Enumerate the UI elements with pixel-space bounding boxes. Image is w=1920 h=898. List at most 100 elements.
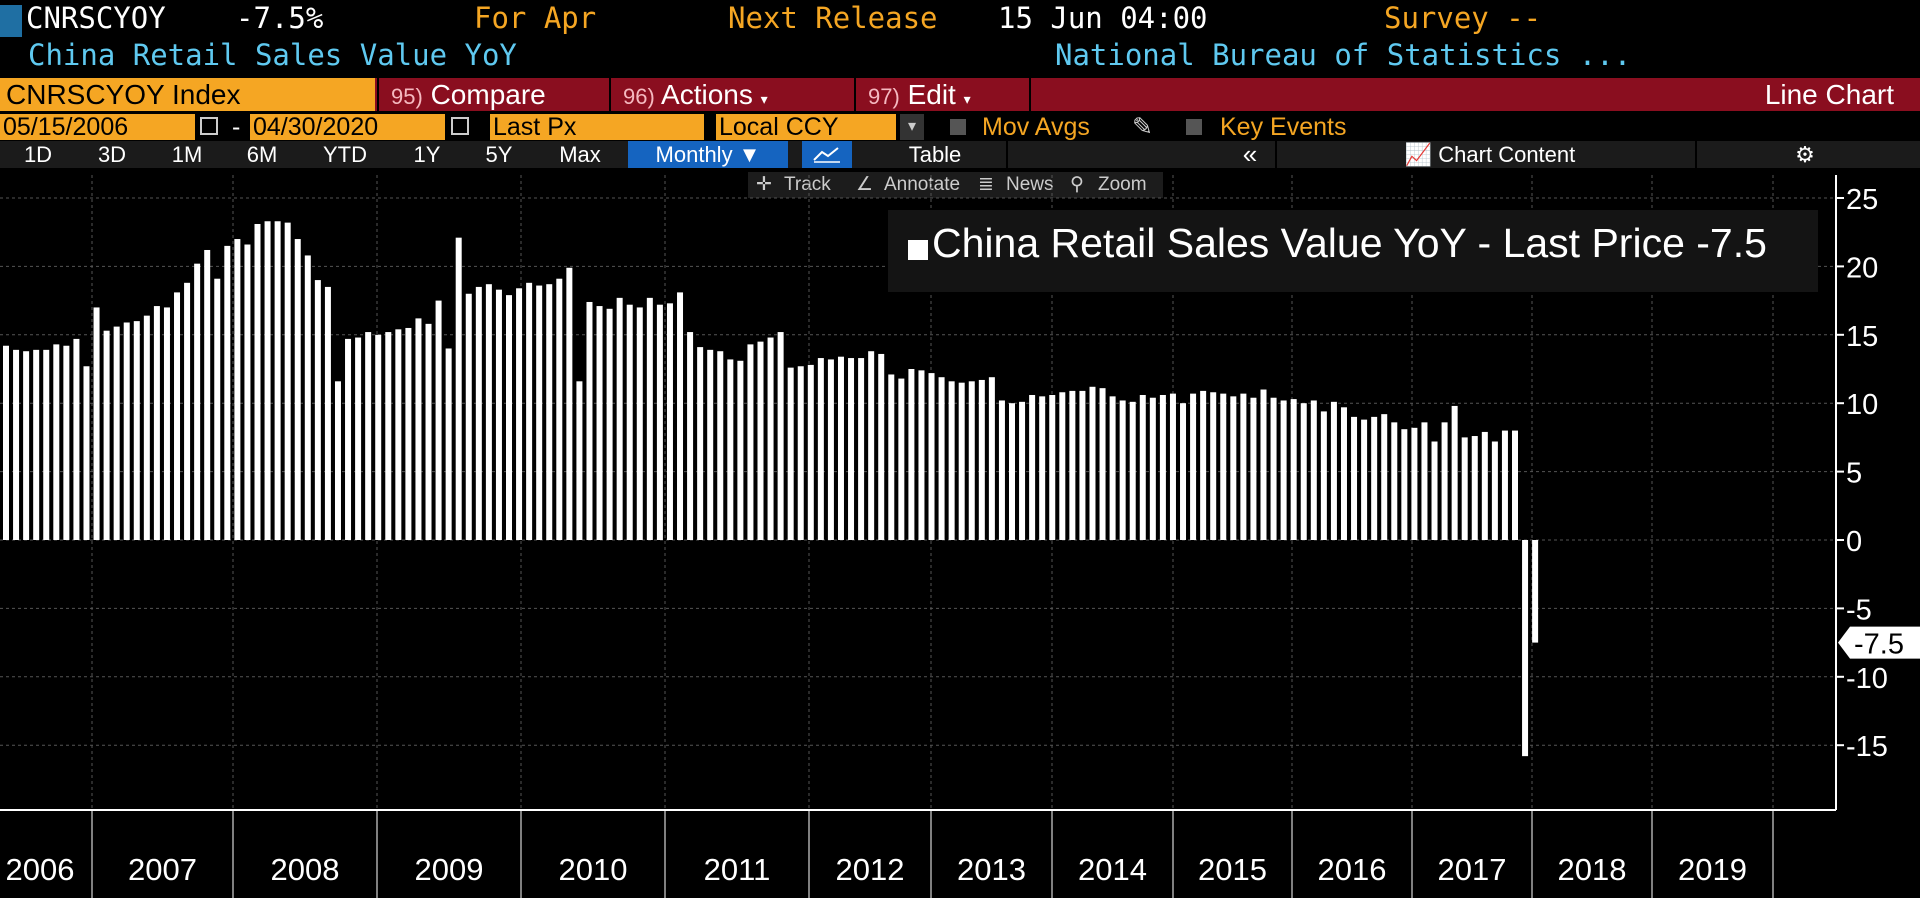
bar [284,222,291,540]
bar [717,351,724,540]
end-date-input[interactable]: 04/30/2020 [250,114,445,140]
x-tick-label: 2014 [1078,852,1147,887]
bar [83,366,90,540]
bar [375,334,382,540]
bar [737,360,744,540]
key-events-label[interactable]: Key Events [1220,113,1347,141]
actions-button[interactable]: 96) Actions ▾ [609,78,854,111]
y-tick-label: 5 [1846,458,1862,490]
line-chart-icon[interactable] [802,141,852,168]
range-tab[interactable]: 5Y [485,142,513,167]
track-icon[interactable]: ✛ [756,174,772,195]
bar [1381,414,1388,540]
data-source: National Bureau of Statistics ... [1055,38,1632,72]
bar [123,322,130,540]
range-tab[interactable]: 1D [23,142,53,167]
bar [817,358,824,540]
currency-select[interactable]: Local CCY [716,114,896,140]
divider [1029,78,1031,111]
next-release-label: Next Release [728,1,938,35]
news-icon[interactable]: ≣ [978,174,994,195]
bar [1451,405,1458,540]
bar [1290,399,1297,540]
index-field[interactable]: CNRSCYOY Index [0,78,375,111]
range-tab[interactable]: Max [559,142,601,167]
bar [244,244,251,540]
range-bar: 1D 3D 1M 6M YTD 1Y 5Y Max Monthly ▼ Tabl… [0,141,1920,168]
track-button[interactable]: Track [784,174,831,195]
bar [526,282,533,540]
bar [1129,401,1136,540]
ticker-symbol[interactable]: CNRSCYOY [26,1,166,35]
compare-number: 95) [391,84,423,109]
collapse-icon[interactable]: « [1242,139,1258,169]
bar [133,321,140,540]
x-tick-label: 2007 [128,852,197,887]
pencil-icon[interactable]: ✎ [1132,113,1153,141]
bar [1391,422,1398,540]
bar [1330,401,1337,540]
bar [626,304,633,540]
x-tick-label: 2019 [1678,852,1747,887]
bar [475,286,482,540]
period-dropdown[interactable]: Monthly ▼ [628,141,788,168]
range-tab[interactable]: 3D [97,142,127,167]
calendar-icon[interactable] [200,117,218,135]
bar [184,282,191,540]
bar [1240,393,1247,540]
range-tab[interactable]: YTD [323,142,367,167]
calendar-icon[interactable] [451,117,469,135]
edit-button[interactable]: 97) Edit ▾ [854,78,1029,111]
bar [878,353,885,540]
key-events-checkbox[interactable] [1186,119,1202,135]
bar [998,400,1005,540]
chevron-down-icon: ▾ [760,91,768,107]
chart-type-label[interactable]: Line Chart [1764,79,1894,110]
compare-button[interactable]: 95) Compare [377,78,609,111]
bar [1019,401,1026,540]
gear-icon[interactable]: ⚙ [1795,142,1815,167]
bar [1411,427,1418,540]
chart-tools-bar: ✛ Track ∠ Annotate ≣ News ⚲ Zoom [748,172,1163,198]
bar [63,345,70,540]
edit-label: Edit [907,79,956,110]
bar [506,295,512,540]
search-icon[interactable]: ⚲ [1070,174,1084,195]
security-subheader: China Retail Sales Value YoY National Bu… [0,36,1920,74]
bar [868,351,875,540]
bar [646,297,653,540]
bar [1340,407,1347,540]
mov-avgs-checkbox[interactable] [950,119,966,135]
start-date-input[interactable]: 05/15/2006 [0,114,195,140]
table-tab[interactable]: Table [908,142,962,167]
range-tab[interactable]: 6M [246,142,278,167]
annotate-icon[interactable]: ∠ [856,174,874,195]
bar [1009,403,1015,540]
bar [194,263,201,540]
range-tab[interactable]: 1M [171,142,203,167]
bar [898,378,905,540]
bar [153,306,160,540]
bar [918,370,925,540]
bar [1401,429,1408,540]
bar [1441,422,1448,540]
bar [1049,394,1056,540]
bar [1300,403,1307,540]
y-tick-label: -15 [1846,731,1888,763]
chevron-down-icon[interactable]: ▾ [900,114,924,140]
x-tick-label: 2013 [957,852,1026,887]
next-release-value: 15 Jun 04:00 [998,1,1208,35]
news-button[interactable]: News [1006,174,1054,195]
price-field-select[interactable]: Last Px [490,114,704,140]
bar [1079,390,1086,540]
annotate-button[interactable]: Annotate [884,174,961,195]
zoom-button[interactable]: Zoom [1098,174,1147,195]
bar [163,307,170,540]
bar [938,377,945,540]
mov-avgs-label[interactable]: Mov Avgs [982,113,1090,141]
range-tab[interactable]: 1Y [413,142,441,167]
bar [304,255,311,540]
bar [1159,394,1166,540]
chart-content-button[interactable]: 📈 Chart Content [1360,141,1620,168]
